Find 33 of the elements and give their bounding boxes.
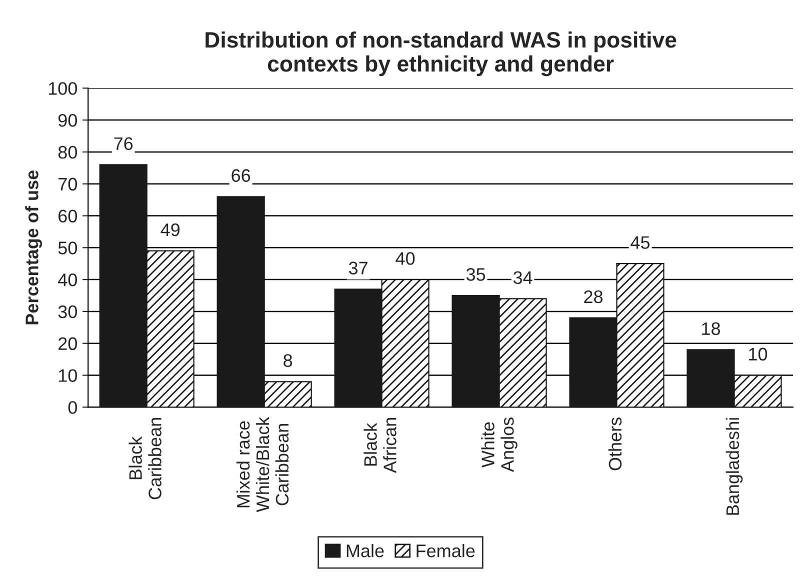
- data-label: 66: [232, 169, 250, 182]
- y-tick-label: 0: [68, 401, 77, 414]
- chart-title: Distribution of non-standard WAS in positive contexts by ethnicity and gender: [206, 31, 676, 76]
- y-tick-label: 90: [58, 114, 77, 127]
- data-label: 28: [584, 290, 603, 304]
- data-label: 18: [702, 322, 720, 336]
- x-tick-label: Black African: [364, 418, 396, 474]
- data-label: 35: [466, 268, 486, 281]
- data-label: 49: [160, 223, 180, 236]
- data-label: 76: [114, 137, 133, 150]
- y-tick-label: 100: [48, 82, 77, 95]
- x-tick-label: White Anglos: [481, 418, 518, 472]
- data-label: 37: [348, 262, 368, 274]
- y-tick-label: 10: [58, 369, 77, 382]
- legend-label: Male: [346, 544, 384, 558]
- y-tick-label: 80: [58, 146, 77, 159]
- y-tick-label: 60: [58, 210, 77, 222]
- data-label: 10: [749, 348, 768, 361]
- data-label: 45: [630, 236, 650, 249]
- x-tick-label: Mixed race White/Black Caribbean: [236, 416, 289, 512]
- y-tick-label: 20: [58, 337, 77, 350]
- data-label: 34: [513, 271, 532, 284]
- y-tick-label: 70: [58, 178, 77, 191]
- x-tick-label: Bangladeshi: [726, 418, 743, 515]
- data-label: 8: [284, 354, 292, 367]
- x-tick-label: Black Caribbean: [128, 418, 162, 500]
- legend-label: Female: [416, 544, 475, 558]
- data-label: 40: [396, 252, 415, 265]
- y-tick-label: 30: [58, 305, 77, 318]
- y-tick-label: 50: [58, 242, 77, 254]
- x-tick-label: Others: [608, 418, 622, 470]
- y-tick-label: 40: [58, 273, 77, 286]
- y-axis-title: Percentage of use: [25, 170, 42, 324]
